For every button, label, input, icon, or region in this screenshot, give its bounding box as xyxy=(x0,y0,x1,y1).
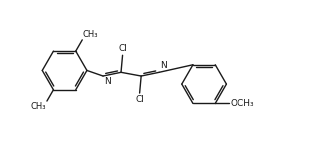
Text: N: N xyxy=(104,77,110,86)
Text: N: N xyxy=(160,61,167,70)
Text: OCH₃: OCH₃ xyxy=(230,99,254,108)
Text: CH₃: CH₃ xyxy=(31,102,46,111)
Text: Cl: Cl xyxy=(118,44,127,53)
Text: CH₃: CH₃ xyxy=(83,30,98,39)
Text: Cl: Cl xyxy=(135,95,144,104)
